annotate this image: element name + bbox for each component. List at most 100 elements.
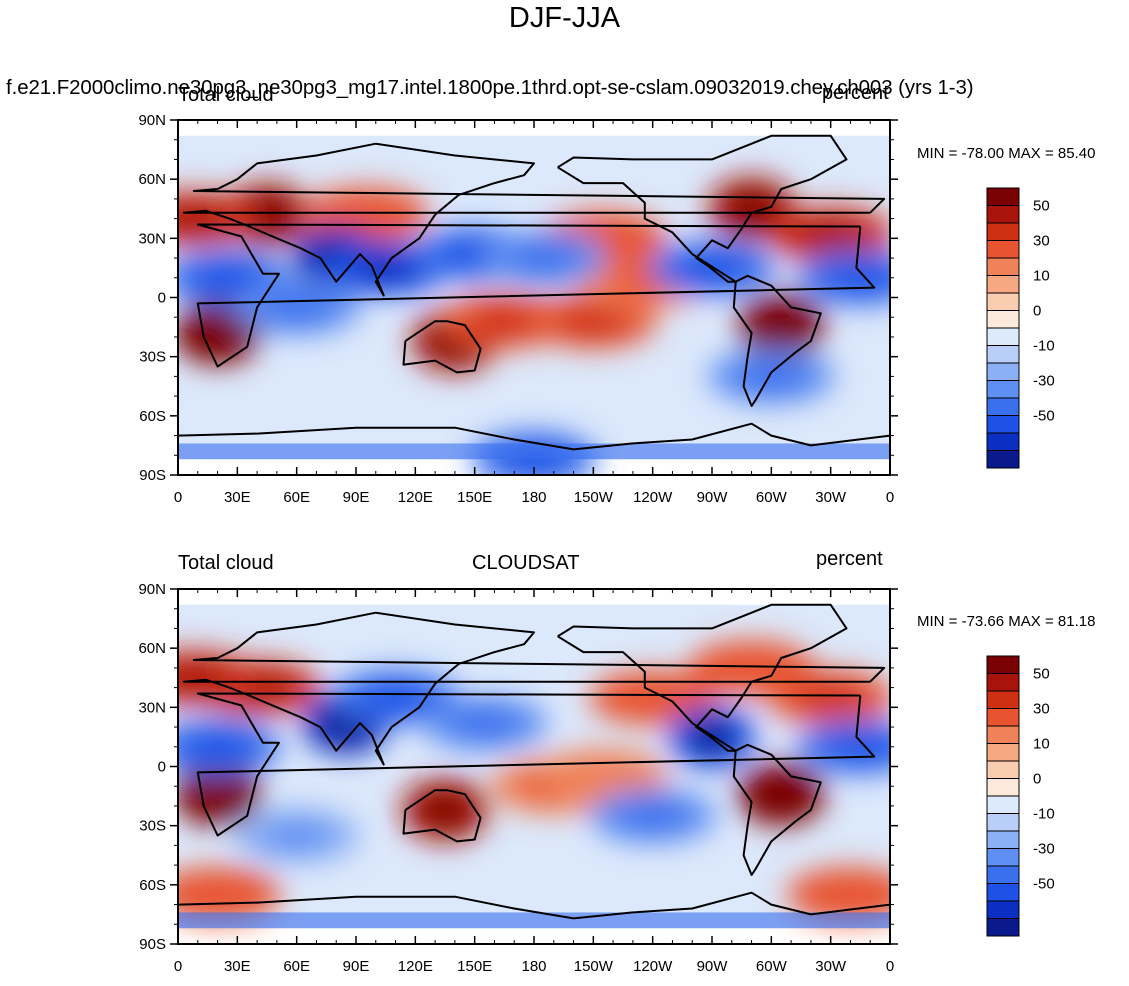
top-panel-left-label: Total cloud: [178, 84, 274, 106]
coastline: [182, 142, 886, 297]
x-tick-label: 0: [174, 489, 182, 506]
y-tick-label: 90N: [138, 112, 166, 129]
field-blob-core: [182, 731, 253, 762]
coastline: [732, 743, 822, 876]
bottom-panel-center-label: CLOUDSAT: [472, 552, 580, 574]
field-blob-core: [825, 731, 890, 762]
colorbar-box: [986, 795, 1020, 814]
colorbar-box: [986, 275, 1020, 294]
coastline: [402, 789, 482, 843]
x-tick-label: 30W: [815, 958, 847, 975]
y-tick-label: 30N: [138, 699, 166, 716]
bottom-map-panel: 0 30E 60E 90E 120E 150E 180 150W 120W 90W 60W 30W 09…: [138, 581, 1055, 975]
colorbar-box: [986, 673, 1020, 692]
coastline: [732, 274, 822, 407]
colorbar-label: 10: [1033, 736, 1050, 753]
x-tick-label: 90E: [343, 489, 370, 506]
colorbar-label: -30: [1033, 373, 1055, 390]
y-tick-label: 30S: [139, 818, 166, 835]
colorbar-box: [986, 900, 1020, 919]
field-blob-core: [795, 682, 866, 713]
colorbar-label: 0: [1033, 303, 1041, 320]
field-blob-core: [331, 199, 401, 230]
field-blob-core: [617, 800, 688, 831]
x-tick-label: 0: [174, 958, 182, 975]
field-blob-core: [192, 262, 263, 293]
x-tick-label: 60W: [756, 958, 788, 975]
coastline: [182, 611, 886, 766]
bottom-panel-right-label: percent: [816, 548, 883, 570]
colorbar-box: [986, 830, 1020, 849]
colorbar-box: [986, 362, 1020, 381]
x-tick-label: 90E: [343, 958, 370, 975]
x-tick-label: 60E: [283, 489, 310, 506]
colorbar-box: [986, 222, 1020, 241]
coastline: [178, 422, 890, 451]
top-panel-right-label: percent: [822, 82, 889, 104]
y-tick-label: 60S: [139, 877, 166, 894]
colorbar-box: [986, 848, 1020, 867]
coastlines: [178, 134, 890, 451]
colorbar-box: [986, 883, 1020, 902]
colorbar-box: [986, 655, 1020, 674]
y-tick-label: 90S: [139, 936, 166, 953]
field-blob-core: [261, 820, 332, 851]
top-minmax-label: MIN = -78.00 MAX = 85.40: [917, 145, 1096, 162]
y-tick-label: 30S: [139, 349, 166, 366]
colorbar-box: [986, 240, 1020, 259]
colorbar-label: -10: [1033, 806, 1055, 823]
x-tick-label: 0: [886, 958, 894, 975]
field-blob-core: [449, 707, 520, 739]
x-tick-label: 120W: [633, 489, 673, 506]
colorbar-label: 30: [1033, 233, 1050, 250]
colorbar-box: [986, 690, 1020, 709]
x-tick-label: 90W: [697, 958, 729, 975]
field-blob-core: [825, 262, 890, 293]
colorbar-label: 30: [1033, 701, 1050, 718]
field-blob-core: [178, 203, 229, 234]
colorbar-box: [986, 205, 1020, 224]
figure-title: DJF-JJA: [508, 2, 621, 34]
x-tick-label: 0: [886, 489, 894, 506]
y-tick-label: 30N: [138, 230, 166, 247]
colorbar-label: 50: [1033, 198, 1050, 215]
colorbar-box: [986, 432, 1020, 451]
colorbar-box: [986, 725, 1020, 744]
field-blob-core: [261, 292, 332, 323]
coastline: [402, 320, 482, 374]
coastline: [196, 223, 876, 368]
x-tick-label: 120E: [398, 958, 433, 975]
field-blob-core: [469, 305, 540, 337]
field-blob-core: [193, 776, 242, 812]
colorbar-box: [986, 327, 1020, 346]
x-tick-label: 120E: [398, 489, 433, 506]
colorbar: 50 30 10 0 -10 -30 -50: [986, 187, 1055, 469]
field-blob-core: [178, 662, 229, 693]
x-tick-label: 150E: [457, 489, 492, 506]
field-blob-core: [795, 219, 866, 250]
x-tick-label: 60E: [283, 958, 310, 975]
field-blob-core: [727, 191, 776, 227]
x-tick-label: 150W: [574, 489, 614, 506]
field-blob-core: [509, 242, 579, 274]
x-tick-label: 60W: [756, 489, 788, 506]
colorbar-box: [986, 760, 1020, 779]
field-blob-core: [568, 761, 639, 792]
coastlines: [178, 603, 890, 920]
case-title: f.e21.F2000climo.ne30pg3_ne30pg3_mg17.in…: [6, 76, 974, 99]
field-blob-core: [815, 879, 886, 910]
y-tick-label: 0: [158, 759, 166, 776]
y-tick-label: 60S: [139, 408, 166, 425]
field-blob-core: [558, 305, 629, 337]
x-tick-label: 150E: [457, 958, 492, 975]
bottom-panel-left-label: Total cloud: [178, 552, 274, 574]
colorbar-box: [986, 187, 1020, 206]
field-blob-core: [421, 792, 469, 828]
x-tick-label: 30E: [224, 489, 251, 506]
polar-band: [178, 443, 890, 460]
y-tick-label: 90S: [139, 467, 166, 484]
colorbar-label: 10: [1033, 268, 1050, 285]
colorbar-label: 50: [1033, 666, 1050, 683]
field-blob-core: [617, 682, 688, 713]
x-tick-label: 150W: [574, 958, 614, 975]
